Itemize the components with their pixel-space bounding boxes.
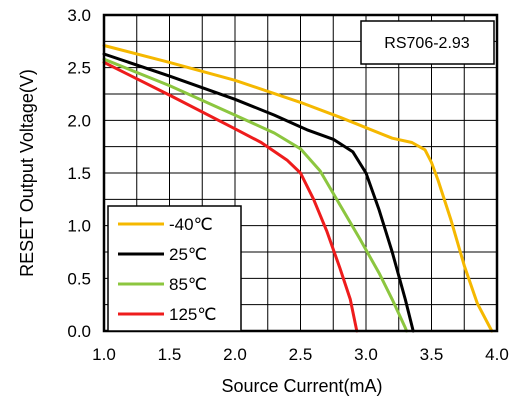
legend-label-3: 125℃: [169, 305, 216, 324]
x-tick-label: 2.0: [223, 345, 247, 364]
y-tick-label: 1.5: [67, 164, 91, 183]
annotation-frame: [360, 20, 495, 65]
series-line-2: [102, 57, 409, 333]
x-tick-label: 1.5: [158, 345, 182, 364]
legend-frame: [107, 205, 242, 332]
legend-label-1: 25℃: [169, 245, 207, 264]
plot-frame: [102, 13, 499, 333]
x-tick-label: 4.0: [485, 345, 509, 364]
annotation-box: RS706-2.93: [360, 20, 495, 65]
legend-label-2: 85℃: [169, 275, 207, 294]
y-tick-label: 3.0: [67, 6, 91, 25]
y-tick-label: 0.0: [67, 322, 91, 341]
y-tick-label: 1.0: [67, 217, 91, 236]
series-line-1: [102, 52, 415, 333]
x-tick-label: 3.0: [354, 345, 378, 364]
x-tick-label: 2.5: [289, 345, 313, 364]
x-tick-label: 1.0: [92, 345, 116, 364]
series-lines: [102, 44, 494, 333]
axes: 1.0 1.5 2.0 2.5 3.0 3.5 4.0 0.0 0.5 1.0 1.5 2.0 2.5 3…: [67, 6, 508, 364]
series-line-3: [102, 60, 359, 333]
legend: -40℃ 25℃ 85℃ 125℃: [107, 205, 242, 332]
y-axis-label: RESET Output Voltage(V): [17, 69, 37, 277]
y-tick-label: 2.0: [67, 111, 91, 130]
x-tick-label: 3.5: [420, 345, 444, 364]
y-tick-label: 0.5: [67, 269, 91, 288]
y-tick-label: 2.5: [67, 59, 91, 78]
legend-label-0: -40℃: [169, 215, 213, 234]
x-axis-label: Source Current(mA): [221, 376, 382, 396]
annotation-label: RS706-2.93: [384, 35, 469, 52]
series-line-0: [102, 44, 494, 333]
